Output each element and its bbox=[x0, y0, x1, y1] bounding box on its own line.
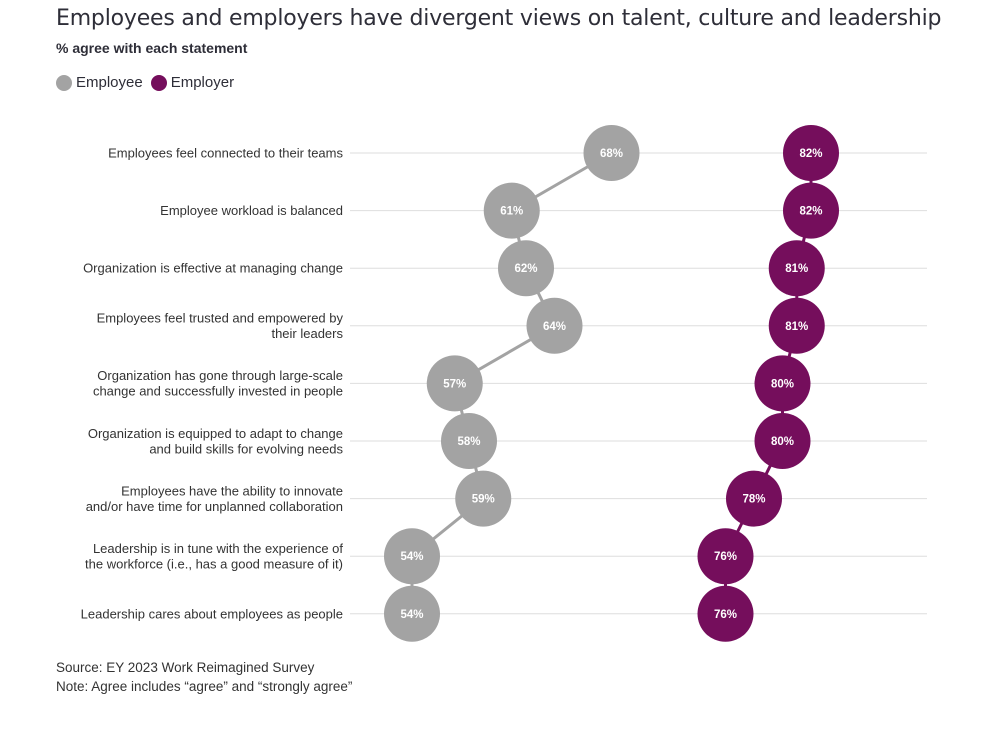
row-label: Employee workload is balanced bbox=[160, 203, 343, 218]
employee-point-label: 68% bbox=[600, 148, 623, 160]
row-label-line: and/or have time for unplanned collabora… bbox=[86, 499, 343, 514]
employee-point bbox=[483, 182, 540, 239]
legend-label-employee: Employee bbox=[76, 74, 143, 91]
employee-point-label: 59% bbox=[472, 494, 495, 506]
row-label-line: Organization is effective at managing ch… bbox=[83, 261, 343, 276]
employer-point-label: 78% bbox=[742, 494, 765, 506]
employee-point bbox=[384, 585, 440, 642]
agree-note: Note: Agree includes “agree” and “strong… bbox=[56, 679, 353, 694]
legend: Employee Employer bbox=[56, 74, 242, 91]
row-label-line: Leadership is in tune with the experienc… bbox=[93, 541, 343, 556]
row-label: Employees have the ability to innovate an… bbox=[86, 483, 343, 513]
employer-point-label: 76% bbox=[714, 609, 737, 621]
row-label: Organization is effective at managing ch… bbox=[83, 261, 343, 276]
legend-swatch-employer bbox=[150, 74, 167, 91]
row-label-line: change and successfully invested in peop… bbox=[93, 384, 343, 399]
employer-point bbox=[697, 528, 754, 585]
row-label-line: their leaders bbox=[271, 326, 343, 341]
row-label-line: the workforce (i.e., has a good measure … bbox=[85, 556, 343, 571]
row-label-line: Employees have the ability to innovate bbox=[121, 483, 343, 498]
legend-item-employer: Employer bbox=[150, 74, 235, 91]
data-points: 68% 61% 62% 64% 57% 58% 59% 54% 54% 82% 82% 81% 81% 8… bbox=[384, 125, 839, 642]
employer-point-label: 81% bbox=[785, 263, 808, 275]
employer-point bbox=[768, 297, 825, 354]
row-label: Organization is equipped to adapt to cha… bbox=[88, 426, 344, 457]
employer-point-label: 82% bbox=[799, 148, 822, 160]
footer: Source: EY 2023 Work Reimagined Survey N… bbox=[56, 658, 352, 696]
row-label: Employees feel trusted and empowered by t… bbox=[97, 311, 344, 342]
employer-point bbox=[726, 470, 782, 527]
legend-swatch-employee bbox=[56, 74, 72, 91]
employee-point-label: 61% bbox=[500, 206, 523, 218]
employee-point-label: 57% bbox=[443, 378, 466, 390]
employee-point-label: 54% bbox=[400, 609, 423, 621]
employee-point bbox=[583, 125, 640, 181]
row-label-line: Organization is equipped to adapt to cha… bbox=[88, 426, 343, 441]
employer-point bbox=[754, 413, 811, 469]
chart-subtitle: % agree with each statement bbox=[56, 40, 248, 56]
employer-point bbox=[697, 585, 754, 642]
row-label-line: Employees feel connected to their teams bbox=[108, 146, 343, 161]
employee-point bbox=[498, 240, 554, 297]
employee-point bbox=[441, 413, 497, 469]
employer-point-label: 82% bbox=[799, 206, 822, 218]
employer-point bbox=[783, 182, 839, 239]
row-labels: Employees feel connected to their teams E… bbox=[81, 146, 344, 622]
employee-point-label: 62% bbox=[514, 263, 537, 275]
legend-item-employee: Employee bbox=[56, 74, 143, 91]
employer-point bbox=[783, 125, 839, 181]
employer-point bbox=[768, 240, 825, 297]
row-label: Leadership is in tune with the experienc… bbox=[85, 541, 343, 572]
row-label: Organization has gone through large-scal… bbox=[93, 368, 343, 399]
employee-point-label: 54% bbox=[400, 551, 423, 563]
row-label: Employees feel connected to their teams bbox=[108, 146, 343, 161]
source-note: Source: EY 2023 Work Reimagined Survey bbox=[56, 660, 315, 675]
row-label-line: and build skills for evolving needs bbox=[149, 441, 343, 456]
employee-point bbox=[384, 528, 440, 585]
employer-point bbox=[754, 355, 811, 412]
employer-point-label: 80% bbox=[771, 378, 794, 390]
employer-point-label: 81% bbox=[785, 321, 808, 333]
row-label-line: Employees feel trusted and empowered by bbox=[97, 311, 344, 326]
employee-point-label: 64% bbox=[543, 321, 566, 333]
row-label: Leadership cares about employees as peop… bbox=[81, 606, 343, 621]
employee-point bbox=[526, 297, 583, 354]
employee-point bbox=[426, 355, 483, 412]
employee-point-label: 58% bbox=[457, 436, 480, 448]
chart-title: Employees and employers have divergent v… bbox=[56, 6, 942, 31]
employer-point-label: 80% bbox=[771, 436, 794, 448]
row-label-line: Leadership cares about employees as peop… bbox=[81, 606, 343, 621]
employer-point-label: 76% bbox=[714, 551, 737, 563]
row-label-line: Employee workload is balanced bbox=[160, 203, 343, 218]
legend-label-employer: Employer bbox=[170, 74, 235, 91]
employee-point bbox=[455, 470, 512, 527]
row-label-line: Organization has gone through large-scal… bbox=[97, 368, 343, 383]
